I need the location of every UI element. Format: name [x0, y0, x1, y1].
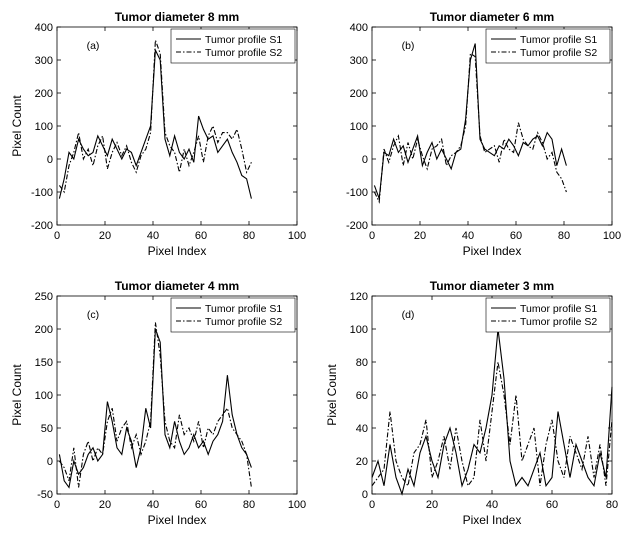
- x-tick-label: 60: [195, 230, 207, 242]
- x-tick-label: 40: [147, 230, 159, 242]
- series-line: [371, 328, 613, 496]
- x-tick-label: 80: [243, 230, 255, 242]
- legend-label: Tumor profile S2: [520, 316, 597, 328]
- annotation: (b): [402, 40, 415, 52]
- legend-box: [485, 28, 611, 64]
- x-tick-label: 0: [369, 230, 375, 242]
- y-tick-label: 100: [350, 121, 368, 133]
- series-line: [58, 322, 252, 488]
- chart-title: Tumor diameter 4 mm: [115, 279, 239, 293]
- x-tick-label: 100: [603, 230, 621, 242]
- x-tick-label: 60: [546, 499, 558, 511]
- legend-label: Tumor profile S1: [520, 303, 597, 315]
- x-tick-label: 20: [99, 230, 111, 242]
- y-tick-label: 100: [35, 121, 53, 133]
- y-axis-label: Pixel Count: [10, 95, 24, 157]
- annotation: (c): [87, 309, 99, 321]
- y-tick-label: -100: [31, 187, 53, 199]
- x-tick-label: 0: [369, 499, 375, 511]
- y-tick-label: 200: [35, 88, 53, 100]
- y-tick-label: 120: [350, 291, 368, 303]
- y-tick-label: 250: [35, 291, 53, 303]
- x-tick-label: 0: [54, 499, 60, 511]
- x-tick-label: 80: [243, 499, 255, 511]
- y-tick-label: 20: [356, 456, 368, 468]
- y-tick-label: 50: [41, 423, 53, 435]
- y-tick-label: 80: [356, 357, 368, 369]
- chart-title: Tumor diameter 6 mm: [430, 10, 554, 24]
- y-tick-label: 0: [47, 154, 53, 166]
- x-tick-label: 0: [54, 230, 60, 242]
- x-tick-label: 60: [510, 230, 522, 242]
- legend-label: Tumor profile S1: [205, 303, 282, 315]
- y-tick-label: 200: [350, 88, 368, 100]
- y-tick-label: -200: [346, 220, 368, 232]
- series-line: [58, 40, 252, 194]
- x-axis-label: Pixel Index: [463, 513, 522, 527]
- legend-box: [485, 297, 611, 333]
- y-tick-label: 300: [35, 55, 53, 67]
- legend-label: Tumor profile S2: [205, 316, 282, 328]
- y-tick-label: 300: [350, 55, 368, 67]
- legend-label: Tumor profile S1: [205, 34, 282, 46]
- series-line: [371, 361, 613, 488]
- y-tick-label: 400: [35, 22, 53, 34]
- x-tick-label: 20: [426, 499, 438, 511]
- y-tick-label: 0: [362, 154, 368, 166]
- x-axis-label: Pixel Index: [463, 244, 522, 258]
- x-tick-label: 60: [195, 499, 207, 511]
- legend-box: [170, 28, 296, 64]
- x-tick-label: 40: [147, 499, 159, 511]
- y-tick-label: 40: [356, 423, 368, 435]
- chart-title: Tumor diameter 8 mm: [115, 10, 239, 24]
- y-tick-label: 60: [356, 390, 368, 402]
- chart-title: Tumor diameter 3 mm: [430, 279, 554, 293]
- legend-label: Tumor profile S2: [205, 47, 282, 59]
- annotation: (a): [87, 40, 100, 52]
- legend-label: Tumor profile S1: [520, 34, 597, 46]
- y-tick-label: 100: [350, 324, 368, 336]
- y-axis-label: Pixel Count: [10, 364, 24, 426]
- y-tick-label: -200: [31, 220, 53, 232]
- y-tick-label: 0: [362, 489, 368, 501]
- y-tick-label: -50: [37, 489, 53, 501]
- y-tick-label: 400: [350, 22, 368, 34]
- x-tick-label: 40: [462, 230, 474, 242]
- y-tick-label: 150: [35, 357, 53, 369]
- y-tick-label: 100: [35, 390, 53, 402]
- annotation: (d): [402, 309, 415, 321]
- x-tick-label: 20: [414, 230, 426, 242]
- x-tick-label: 80: [558, 230, 570, 242]
- y-tick-label: -100: [346, 187, 368, 199]
- x-tick-label: 100: [288, 499, 306, 511]
- x-tick-label: 100: [288, 230, 306, 242]
- x-tick-label: 80: [606, 499, 618, 511]
- y-tick-label: 0: [47, 456, 53, 468]
- legend-label: Tumor profile S2: [520, 47, 597, 59]
- y-tick-label: 200: [35, 324, 53, 336]
- y-axis-label: Pixel Count: [325, 364, 339, 426]
- x-axis-label: Pixel Index: [148, 244, 207, 258]
- x-tick-label: 20: [99, 499, 111, 511]
- x-axis-label: Pixel Index: [148, 513, 207, 527]
- x-tick-label: 40: [486, 499, 498, 511]
- legend-box: [170, 297, 296, 333]
